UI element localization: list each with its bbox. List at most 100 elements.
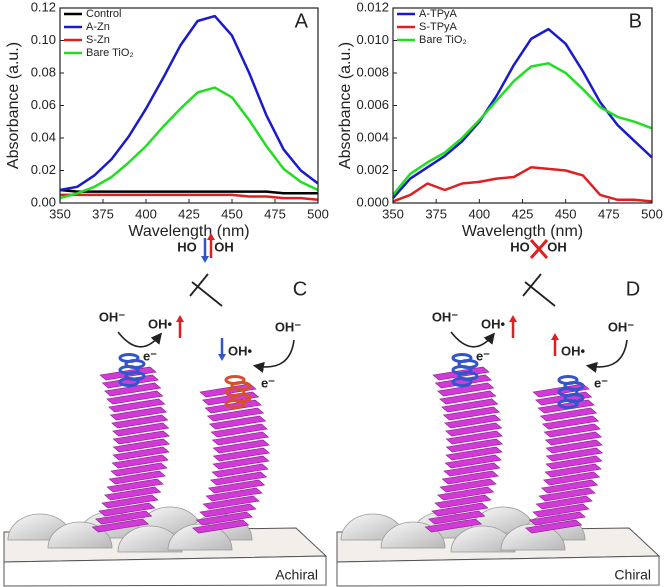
diagram-label: HO [510,239,530,254]
stack-layer [106,478,164,493]
diagram-label: e⁻ [143,348,157,363]
series-line [392,27,653,199]
inhibit-line [191,281,223,307]
spin-arrow-head [201,256,209,263]
stack-layer [98,502,156,517]
x-axis-label: Wavelength (nm) [462,223,583,240]
panel-label: C [293,278,307,300]
reaction-arrow [252,339,295,373]
stack-layer [202,495,260,510]
stack-layer [205,487,263,502]
stack-layer [212,439,270,454]
stack-layer [442,406,501,421]
y-tick-label: 0.02 [31,162,56,177]
diagram-label: OH• [148,316,173,331]
y-tick-label: 0.002 [356,162,389,177]
inhibit-bar [189,273,209,297]
y-tick-label: 0.10 [31,32,56,47]
diagram-label: OH• [561,343,586,358]
stack-layer [207,479,266,494]
stack-layer [112,438,171,453]
stack-layer [541,415,600,430]
stack-layer [445,422,503,437]
reaction-arrow [585,339,628,373]
stack-layer [108,470,166,485]
stack-layer [545,455,603,470]
diagram-label: OH⁻ [608,319,635,334]
panel-caption: Chiral [614,567,651,583]
x-tick-label: 400 [135,206,157,221]
y-tick-label: 0.06 [31,97,56,112]
spin-arrow-head [218,354,226,361]
stack-layer [199,503,257,518]
stack-layer [111,414,169,429]
stack-layer [444,414,502,429]
stack-layer [439,390,497,405]
y-tick-label: 0.12 [31,0,56,14]
panel-label: B [629,10,642,32]
stack-layer [101,494,159,509]
series-line [392,62,653,196]
stack-layer [212,447,271,462]
stack-layer [539,407,598,422]
stack-layer [439,478,497,493]
series-line [59,86,319,200]
stack-layer [211,431,270,446]
stack-layer [535,495,593,510]
spin-arrow-head [207,233,215,240]
x-tick-label: 375 [92,206,114,221]
diagram-label: OH• [228,343,253,358]
y-tick-label: 0.00 [31,194,56,209]
x-tick-label: 425 [178,206,200,221]
stack-layer [544,431,603,446]
stack-layer [212,455,270,470]
diagram-label: e⁻ [261,375,275,390]
stack-layer [112,422,170,437]
y-tick-label: 0.04 [31,129,56,144]
y-tick-label: 0.006 [356,97,389,112]
y-axis-label: Absorbance (a.u.) [337,42,354,169]
diagram-label: OH⁻ [275,319,302,334]
substrate-front [3,555,327,587]
diagram-label: e⁻ [594,375,608,390]
y-tick-label: 0.010 [356,32,389,47]
stack-layer [528,511,587,526]
x-tick-label: 475 [598,206,620,221]
legend-label: Bare TiO₂ [86,47,134,59]
stack-layer [111,454,169,469]
y-tick-label: 0.08 [31,64,56,79]
legend-label: A-Zn [86,21,110,33]
stack-layer [445,438,504,453]
forbidden-cross [529,239,549,259]
plot-frame [392,7,653,204]
diagram-label: OH• [481,316,506,331]
x-tick-label: 500 [307,206,329,221]
x-tick-label: 450 [555,206,577,221]
x-tick-label: 350 [49,206,71,221]
diagram-label: e⁻ [476,348,490,363]
y-tick-label: 0.012 [356,0,389,14]
legend-label: S-TPyA [419,21,458,33]
spin-arrow-head [509,315,517,322]
stack-layer [543,423,601,438]
reaction-arrow [117,331,163,348]
x-tick-label: 400 [468,206,490,221]
y-tick-label: 0.000 [356,194,389,209]
y-axis-label: Absorbance (a.u.) [5,42,22,169]
stack-layer [545,447,604,462]
series-line [392,166,653,203]
stack-layer [445,430,503,445]
diagram-label: OH [214,239,234,254]
stack-layer [106,390,164,405]
substrate-front [336,555,660,587]
stack-layer [436,382,495,397]
stack-layer [436,486,495,501]
panel-label: A [295,10,309,32]
stack-layer [431,502,489,517]
stack-layer [542,471,601,486]
legend-label: Bare TiO₂ [419,34,467,46]
stack-layer [441,398,499,413]
legend-label: Control [86,8,121,20]
x-tick-label: 425 [512,206,534,221]
helix-turn [118,377,140,387]
